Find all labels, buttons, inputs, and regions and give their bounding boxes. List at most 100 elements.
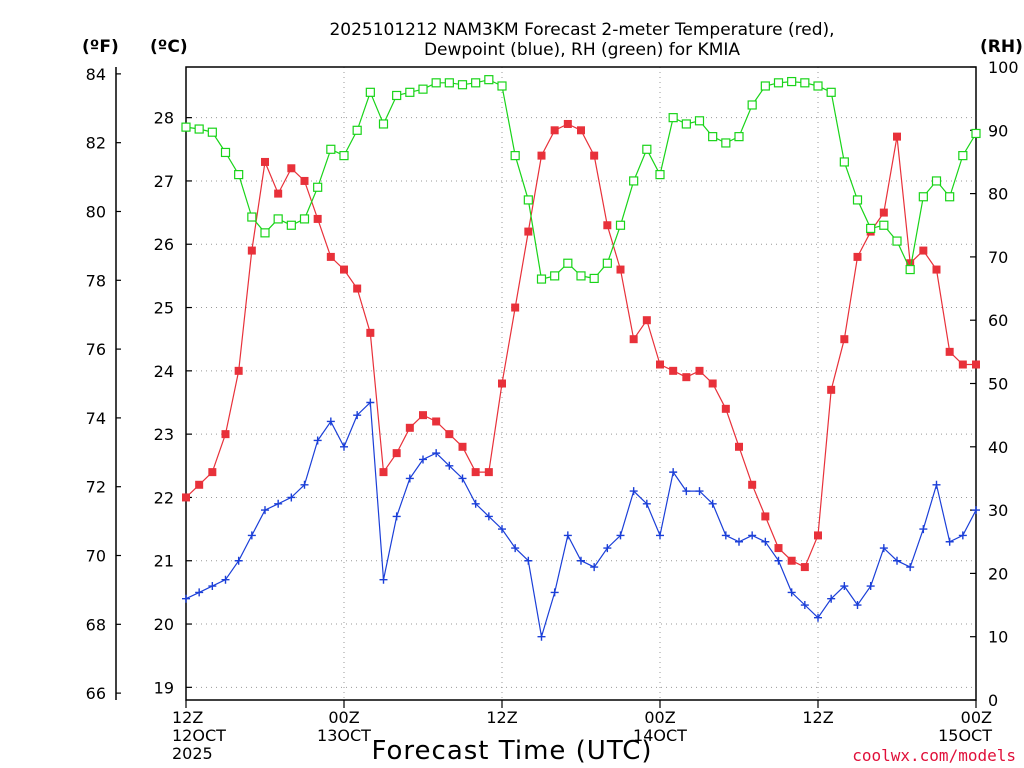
- temperature-point: [827, 385, 836, 394]
- dewpoint-point: [550, 588, 559, 597]
- fahrenheit-tick-label: 68: [86, 615, 106, 634]
- fahrenheit-axis-label: (ºF): [82, 37, 119, 57]
- rh-point: [958, 151, 968, 161]
- rh-point: [839, 157, 849, 167]
- dewpoint-point: [972, 506, 980, 515]
- dewpoint-point: [735, 537, 743, 546]
- temperature-point: [748, 480, 757, 489]
- celsius-tick-label: 23: [154, 425, 174, 444]
- dewpoint-point: [563, 531, 572, 540]
- celsius-axis-label: (ºC): [150, 37, 188, 57]
- temperature-point: [182, 493, 190, 502]
- dewpoint-point: [787, 588, 796, 597]
- rh-point: [694, 116, 705, 126]
- dewpoint-point: [840, 582, 849, 591]
- fahrenheit-axis: 66 68 70 72 74 76 78 80 82 84: [86, 65, 121, 703]
- dewpoint-point: [353, 411, 362, 420]
- dewpoint-point: [800, 601, 809, 610]
- celsius-tick-label: 26: [154, 235, 174, 254]
- temperature-point: [893, 132, 901, 141]
- credit-link[interactable]: coolwx.com/models: [852, 746, 1016, 765]
- rh-point: [655, 170, 665, 180]
- celsius-tick-label: 28: [154, 109, 174, 128]
- rh-point: [576, 271, 586, 281]
- dewpoint-point: [721, 531, 730, 540]
- dewpoint-point: [695, 487, 704, 496]
- time-tick-label: 12Z: [802, 708, 833, 727]
- temperature-point: [287, 164, 296, 173]
- dewpoint-point: [195, 588, 204, 597]
- rh-tick-label: 80: [988, 185, 1008, 204]
- rh-point: [681, 119, 691, 129]
- dewpoint-point: [577, 556, 585, 565]
- celsius-tick-label: 21: [154, 552, 174, 571]
- dewpoint-point: [261, 506, 269, 515]
- temperature-point: [563, 119, 572, 128]
- celsius-tick-label: 20: [154, 615, 174, 634]
- temperature-point: [919, 246, 928, 255]
- rh-point: [918, 192, 928, 202]
- rh-tick-label: 50: [988, 375, 1008, 394]
- rh-point: [234, 170, 244, 180]
- rh-point: [207, 127, 217, 137]
- temperature-point: [932, 265, 941, 274]
- rh-point: [787, 76, 797, 87]
- rh-point: [747, 100, 757, 110]
- rh-point: [800, 78, 810, 88]
- rh-point: [721, 138, 731, 148]
- dewpoint-point: [366, 398, 375, 407]
- dewpoint-point: [326, 417, 335, 426]
- temperature-point: [274, 189, 283, 198]
- rh-point: [247, 212, 257, 222]
- celsius-tick-label: 27: [154, 172, 174, 191]
- rh-point: [931, 176, 942, 186]
- dewpoint-point: [340, 442, 348, 451]
- dewpoint-point: [656, 531, 664, 540]
- rh-point: [563, 258, 573, 268]
- celsius-tick-label: 19: [154, 678, 174, 697]
- rh-tick-label: 30: [988, 501, 1008, 520]
- time-tick-label: 13OCT: [317, 726, 371, 745]
- temperature-point: [221, 430, 230, 439]
- dewpoint-series: [182, 398, 980, 641]
- fahrenheit-tick-label: 72: [86, 478, 106, 497]
- temperature-point: [195, 480, 204, 489]
- rh-tick-label: 60: [988, 311, 1008, 330]
- temperature-point: [458, 442, 467, 451]
- rh-point: [708, 132, 718, 142]
- temperature-point: [590, 151, 599, 160]
- dewpoint-point: [932, 480, 941, 489]
- temperature-point: [313, 214, 322, 223]
- dewpoint-point: [893, 556, 901, 565]
- temperature-point: [392, 449, 401, 458]
- dewpoint-point: [827, 594, 836, 603]
- dewpoint-point: [814, 613, 822, 622]
- time-tick-label: 12Z: [486, 708, 517, 727]
- dewpoint-point: [445, 461, 454, 470]
- rh-point: [352, 125, 362, 135]
- fahrenheit-tick-label: 74: [86, 409, 106, 428]
- rh-point: [260, 228, 270, 238]
- temperature-point: [498, 379, 506, 388]
- temperature-point: [774, 544, 783, 553]
- rh-point: [668, 113, 678, 123]
- dewpoint-point: [511, 544, 520, 553]
- x-axis-title: Forecast Time (UTC): [371, 736, 652, 766]
- temperature-point: [366, 328, 375, 337]
- dewpoint-point: [866, 582, 875, 591]
- time-tick-label: 00Z: [328, 708, 359, 727]
- rh-point: [615, 220, 626, 230]
- temperature-point: [353, 284, 362, 293]
- time-tick-label: 2025: [172, 744, 213, 763]
- dewpoint-point: [458, 474, 467, 483]
- temperature-point: [550, 126, 559, 135]
- dewpoint-point: [498, 525, 506, 534]
- dewpoint-point: [945, 537, 954, 546]
- rh-point: [734, 132, 744, 142]
- rh-tick-label: 20: [988, 564, 1008, 583]
- rh-tick-label: 70: [988, 248, 1008, 267]
- dewpoint-point: [958, 531, 967, 540]
- temperature-point: [445, 430, 454, 439]
